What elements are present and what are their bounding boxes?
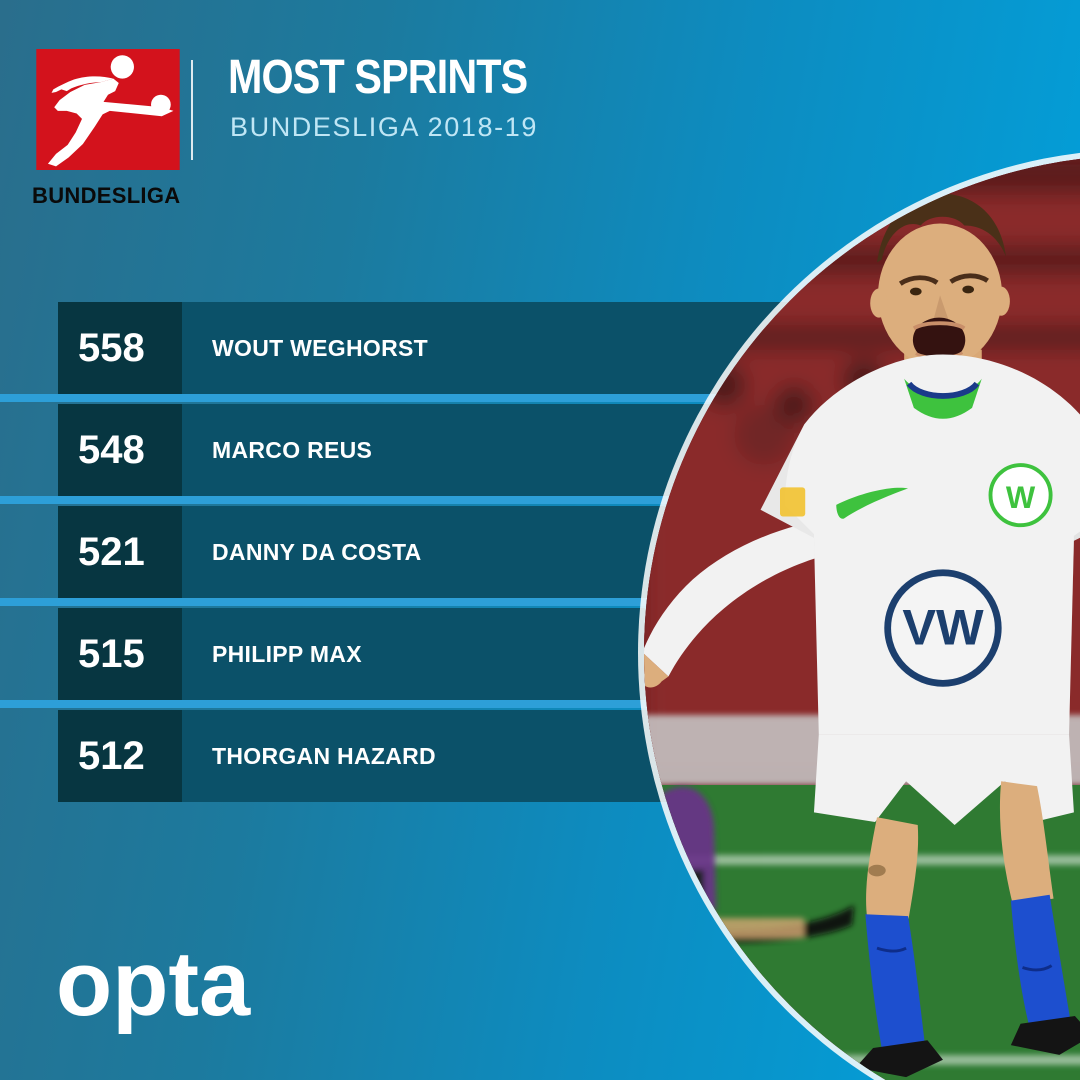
svg-text:VW: VW	[902, 599, 984, 656]
svg-text:W: W	[1006, 480, 1036, 515]
